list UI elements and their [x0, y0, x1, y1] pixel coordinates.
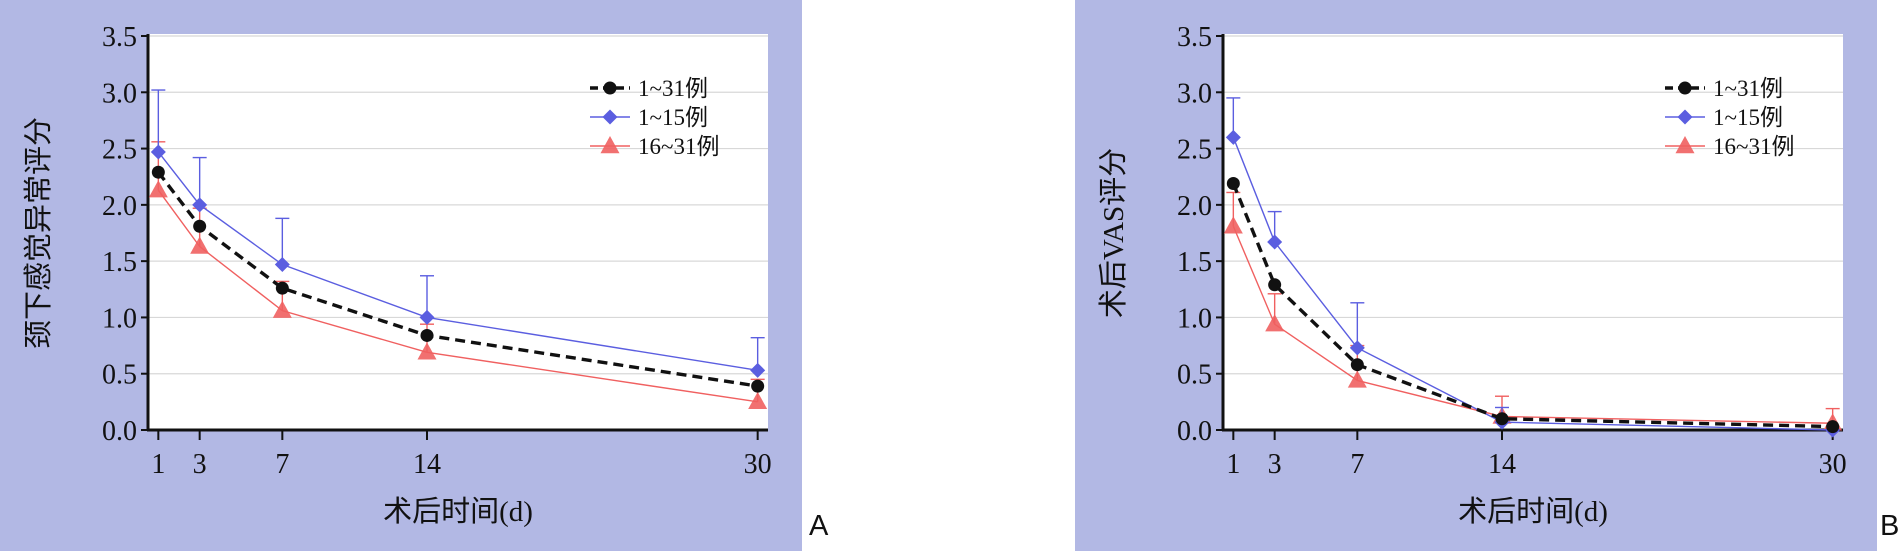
xtick-label-b-1: 3	[1268, 449, 1282, 480]
xtick-label-b-2: 7	[1350, 449, 1364, 480]
ytick-label-a-3: 1.5	[102, 247, 137, 278]
legend-label-b-2: 16~31例	[1713, 134, 1794, 159]
panel-letter-a: A	[809, 510, 829, 542]
ytick-label-b-5: 2.5	[1177, 135, 1212, 166]
legend-label-a-2: 16~31例	[638, 134, 719, 159]
xtick-label-b-3: 14	[1488, 449, 1516, 480]
point-b-0-2	[1350, 358, 1364, 372]
y-axis-title-b: 术后VAS评分	[1097, 148, 1130, 318]
chart-panel-b: 0.0 0.5 1.0 1.5 2.0 2.5 3.0 3.5 1 3 7 14 30 术后时间(d) 术后…	[1075, 0, 1877, 551]
point-a-0-1	[193, 219, 207, 233]
ytick-label-b-1: 0.5	[1177, 360, 1212, 391]
legend-marker-a-2	[600, 136, 620, 154]
point-b-0-4	[1826, 420, 1840, 434]
ytick-label-b-3: 1.5	[1177, 247, 1212, 278]
series-a-1	[150, 89, 766, 378]
xtick-label-a-0: 1	[151, 449, 165, 480]
point-b-0-3	[1495, 412, 1509, 426]
series-b-0	[1226, 176, 1840, 434]
ytick-label-b-2: 1.0	[1177, 303, 1212, 334]
xtick-label-a-1: 3	[193, 449, 207, 480]
ytick-label-b-6: 3.0	[1177, 78, 1212, 109]
chart-b-svg: 0.0 0.5 1.0 1.5 2.0 2.5 3.0 3.5 1 3 7 14 30 术后时间(d) 术后…	[1097, 22, 1847, 528]
point-b-0-0	[1226, 176, 1240, 190]
ytick-label-a-2: 1.0	[102, 303, 137, 334]
legend-marker-a-1	[602, 109, 618, 125]
ytick-label-a-6: 3.0	[102, 78, 137, 109]
ytick-label-a-5: 2.5	[102, 135, 137, 166]
ytick-label-a-1: 0.5	[102, 360, 137, 391]
xtick-label-a-3: 14	[413, 449, 441, 480]
legend-marker-b-2	[1675, 136, 1695, 154]
x-axis-title-a: 术后时间(d)	[383, 495, 533, 528]
point-b-1-1	[1267, 234, 1283, 250]
point-b-0-1	[1268, 278, 1282, 292]
legend-marker-b-0	[1678, 81, 1692, 95]
panel-letter-b: B	[1880, 510, 1900, 542]
point-b-2-1	[1265, 314, 1285, 332]
point-a-2-4	[748, 391, 768, 410]
series-a-0	[151, 165, 765, 393]
legend-marker-a-0	[603, 81, 617, 95]
series-line-a-0	[156, 171, 758, 388]
point-a-0-4	[751, 379, 765, 393]
legend-marker-b-1	[1677, 109, 1693, 125]
point-b-1-0	[1225, 129, 1241, 145]
point-b-2-0	[1223, 216, 1243, 234]
legend-label-a-1: 1~15例	[638, 105, 708, 130]
point-b-1-2	[1349, 340, 1365, 356]
point-a-1-0	[150, 144, 166, 160]
x-axis-title-b: 术后时间(d)	[1458, 495, 1608, 528]
legend-label-b-1: 1~15例	[1713, 105, 1783, 130]
ytick-label-b-4: 2.0	[1177, 191, 1212, 222]
point-a-0-2	[275, 281, 289, 295]
point-a-2-1	[190, 236, 210, 254]
gridlines-b	[1223, 35, 1843, 375]
chart-panel-a: 0.0 0.5 1.0 1.5 2.0 2.5 3.0 3.5 1 3 7 14 30 术后时间(d) 颈下…	[0, 0, 802, 551]
series-a-2	[148, 141, 768, 410]
point-a-0-0	[151, 165, 165, 179]
point-a-2-2	[272, 300, 292, 318]
legend-label-b-0: 1~31例	[1713, 76, 1783, 101]
xtick-label-b-4: 30	[1819, 449, 1847, 480]
point-a-1-3	[419, 309, 435, 325]
legend-a: 1~31例 1~15例 16~31例	[590, 76, 719, 159]
point-a-2-0	[148, 180, 168, 198]
point-a-2-3	[417, 342, 437, 360]
ytick-label-a-7: 3.5	[102, 22, 137, 53]
xtick-label-a-2: 7	[275, 449, 289, 480]
point-a-1-2	[274, 257, 290, 273]
point-a-1-1	[192, 197, 208, 213]
plot-area-a	[148, 34, 768, 430]
plot-area-b	[1223, 34, 1843, 430]
xtick-label-b-0: 1	[1226, 449, 1240, 480]
legend-label-a-0: 1~31例	[638, 76, 708, 101]
xtick-label-a-4: 30	[744, 449, 772, 480]
point-a-1-4	[750, 362, 766, 378]
ytick-label-a-4: 2.0	[102, 191, 137, 222]
ytick-label-a-0: 0.0	[102, 416, 137, 447]
point-b-2-2	[1347, 370, 1367, 388]
y-axis-title-a: 颈下感觉异常评分	[22, 117, 55, 349]
point-a-0-3	[420, 328, 434, 342]
legend-b: 1~31例 1~15例 16~31例	[1665, 76, 1794, 159]
chart-a-svg: 0.0 0.5 1.0 1.5 2.0 2.5 3.0 3.5 1 3 7 14 30 术后时间(d) 颈下…	[22, 22, 772, 528]
ytick-label-b-7: 3.5	[1177, 22, 1212, 53]
ytick-label-b-0: 0.0	[1177, 416, 1212, 447]
gridlines-a	[148, 35, 768, 375]
